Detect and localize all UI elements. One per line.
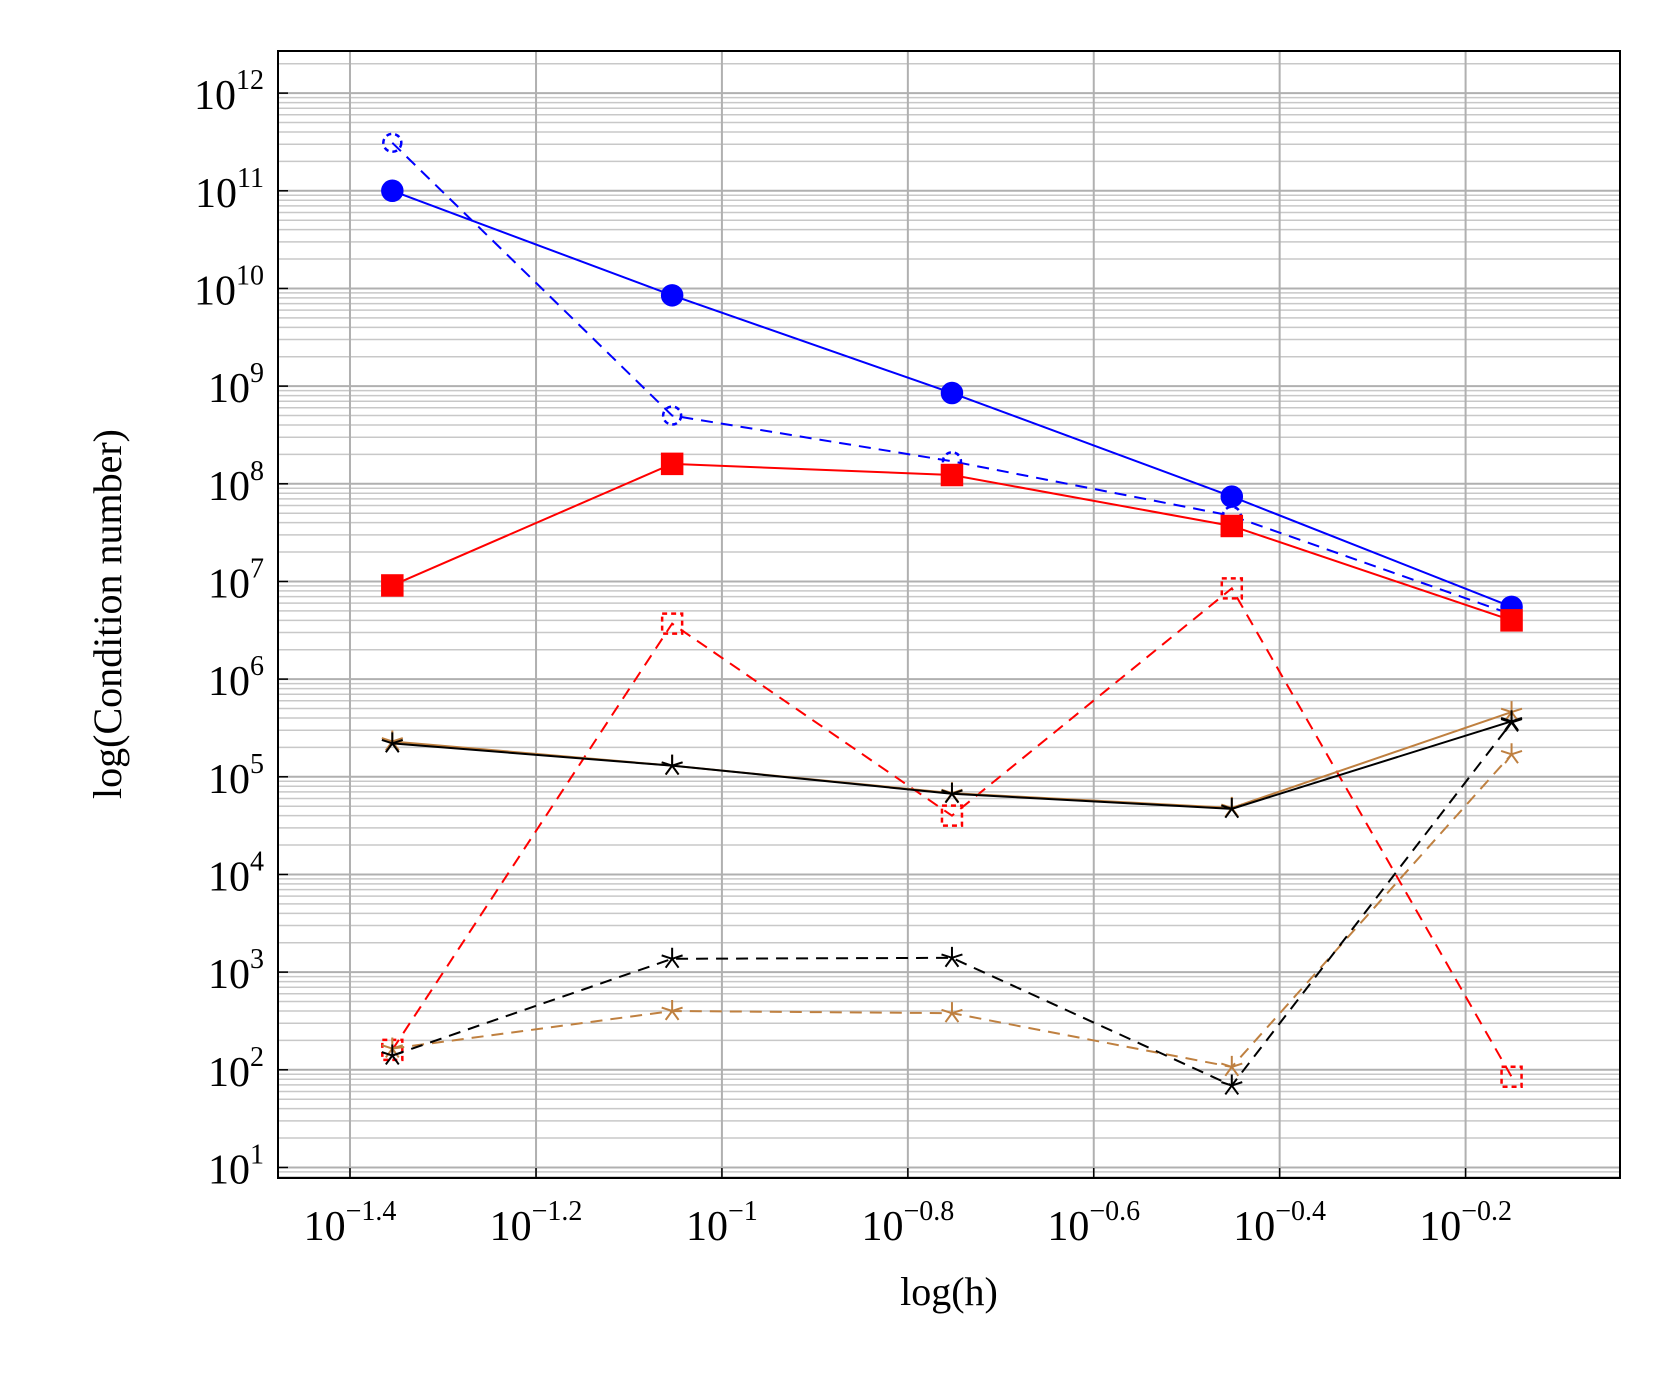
data-point: [1220, 514, 1244, 538]
y-tick-label: 1011: [195, 163, 264, 216]
y-tick-base: 10: [208, 1049, 250, 1095]
series-line: [391, 142, 1512, 616]
x-tick-base: 10: [686, 1204, 728, 1250]
y-tick-label: 101: [208, 1140, 264, 1193]
data-point: [1221, 1074, 1243, 1096]
data-point: [940, 804, 964, 827]
x-tick-exponent: −1: [728, 1196, 758, 1227]
x-tick-exponent: −1.4: [346, 1196, 397, 1227]
y-tick-exponent: 3: [250, 945, 264, 976]
x-tick-label: 10−0.6: [1047, 1196, 1140, 1249]
y-tick-exponent: 12: [236, 66, 264, 97]
y-tick-base: 10: [208, 366, 250, 412]
x-tick-exponent: −0.6: [1089, 1196, 1140, 1227]
data-point: [381, 1037, 404, 1059]
y-tick-exponent: 1: [250, 1140, 264, 1171]
x-tick-label: 10−1.4: [304, 1196, 397, 1249]
x-tick-base: 10: [861, 1204, 903, 1250]
y-tick-exponent: 9: [250, 359, 264, 390]
data-point: [382, 132, 403, 154]
data-point: [381, 1044, 404, 1066]
x-tick-label: 10−0.8: [861, 1196, 954, 1249]
x-tick-label: 10−1.2: [490, 1196, 583, 1249]
series-line: [392, 753, 1513, 1069]
data-point: [661, 405, 683, 426]
y-tick-base: 10: [208, 659, 250, 705]
data-point: [1500, 1065, 1523, 1088]
data-point: [1500, 609, 1523, 632]
y-tick-exponent: 2: [250, 1042, 264, 1073]
y-tick-exponent: 8: [250, 456, 264, 487]
y-tick-label: 1012: [194, 66, 264, 119]
data-point: [1500, 743, 1523, 764]
data-point: [940, 381, 964, 405]
y-tick-base: 10: [208, 854, 250, 900]
data-point: [941, 782, 963, 804]
x-axis-label: log(h): [900, 1269, 998, 1314]
y-tick-base: 10: [208, 1147, 250, 1193]
plot-frame: [277, 50, 1621, 1179]
y-tick-base: 10: [194, 73, 236, 119]
y-tick-label: 107: [208, 554, 264, 607]
y-tick-label: 103: [208, 945, 264, 998]
y-tick-exponent: 10: [236, 261, 264, 292]
data-point: [661, 999, 683, 1021]
y-tick-exponent: 4: [250, 847, 264, 878]
y-tick-base: 10: [194, 268, 236, 314]
y-tick-base: 10: [208, 756, 250, 802]
y-tick-label: 106: [208, 652, 264, 705]
y-tick-exponent: 5: [250, 749, 264, 780]
y-tick-exponent: 11: [237, 163, 264, 194]
series-line: [391, 586, 1513, 1078]
x-tick-exponent: −0.8: [903, 1196, 954, 1227]
data-point: [660, 452, 684, 476]
data-point: [1221, 797, 1243, 819]
y-tick-label: 104: [208, 847, 264, 900]
data-point: [381, 574, 404, 597]
data-point: [941, 1002, 963, 1023]
data-point: [381, 179, 404, 203]
x-tick-label: 10−1: [686, 1196, 758, 1249]
y-tick-base: 10: [208, 463, 250, 509]
x-tick-base: 10: [1047, 1204, 1089, 1250]
x-tick-base: 10: [1233, 1204, 1275, 1250]
data-point: [660, 612, 684, 635]
x-tick-base: 10: [304, 1204, 346, 1250]
data-point: [381, 732, 404, 753]
x-tick-label: 10−0.4: [1233, 1196, 1326, 1249]
data-point: [660, 284, 684, 307]
data-point: [1220, 577, 1244, 600]
data-point: [661, 754, 683, 776]
x-tick-exponent: −1.2: [532, 1196, 583, 1227]
y-tick-base: 10: [208, 561, 250, 607]
data-point: [661, 947, 683, 969]
y-tick-label: 108: [208, 456, 264, 509]
data-point: [1221, 1055, 1243, 1077]
y-tick-base: 10: [195, 170, 237, 216]
data-point: [1500, 711, 1523, 732]
y-tick-label: 1010: [194, 261, 264, 314]
y-tick-exponent: 7: [250, 554, 264, 585]
y-tick-label: 109: [208, 359, 264, 412]
y-axis-label: log(Condition number): [85, 429, 130, 799]
x-tick-exponent: −0.2: [1461, 1196, 1512, 1227]
data-point: [1220, 485, 1244, 508]
x-tick-label: 10−0.2: [1419, 1196, 1512, 1249]
x-tick-exponent: −0.4: [1275, 1196, 1326, 1227]
y-tick-exponent: 6: [250, 652, 264, 683]
data-point: [941, 451, 963, 472]
y-tick-base: 10: [208, 952, 250, 998]
x-tick-base: 10: [1419, 1204, 1461, 1250]
data-point: [1500, 701, 1523, 722]
y-tick-label: 102: [208, 1042, 264, 1095]
x-tick-base: 10: [490, 1204, 532, 1250]
data-point: [940, 463, 964, 487]
data-point: [941, 946, 963, 968]
y-tick-label: 105: [208, 749, 264, 802]
